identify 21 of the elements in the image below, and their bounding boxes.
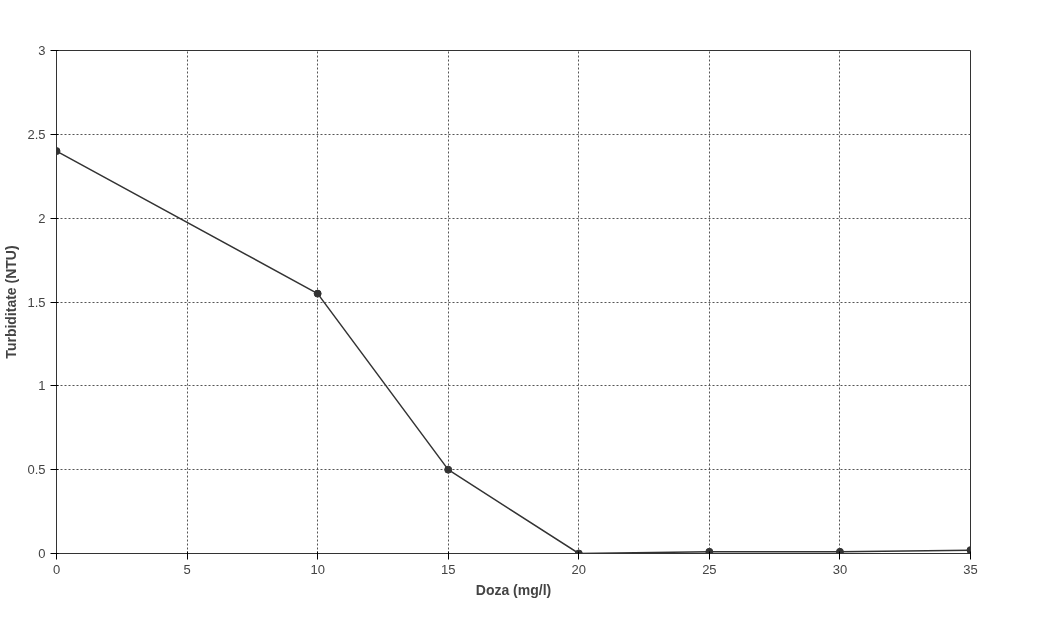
y-tick-label: 0 <box>38 546 46 561</box>
x-tick-label: 15 <box>440 561 456 577</box>
point <box>835 547 844 554</box>
x-tick-label: 20 <box>571 561 587 577</box>
y-tick-label: 0.5 <box>27 462 46 478</box>
point <box>705 547 714 554</box>
y-tick-label: 1 <box>38 378 46 394</box>
x-tick-label: 0 <box>52 561 61 577</box>
y-tick-label: 3 <box>38 43 46 58</box>
x-axis-title: Doza (mg/l) <box>475 581 552 598</box>
x-tick-label: 5 <box>183 561 191 577</box>
x-tick-label: 25 <box>702 561 717 577</box>
point <box>444 465 453 474</box>
x-tick-label: 10 <box>310 561 325 577</box>
y-axis-title: Turbiditate (NTU) <box>3 245 20 359</box>
y-tick-label: 1.5 <box>27 294 46 310</box>
x-tick-label: 30 <box>832 561 848 577</box>
y-tick-label: 2 <box>38 210 46 226</box>
y-tick-label: 2.5 <box>27 126 46 142</box>
x-tick-label: 35 <box>963 561 978 577</box>
point <box>313 289 322 298</box>
